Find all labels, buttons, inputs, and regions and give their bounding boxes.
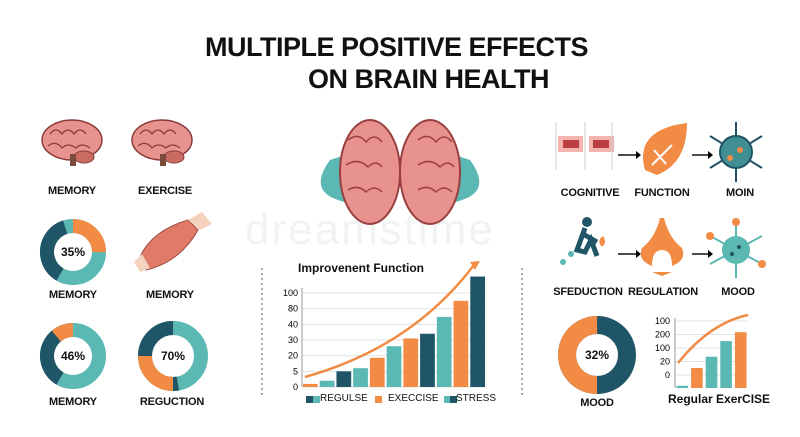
- mood-donut: [558, 316, 636, 394]
- chart-title: Regular ExerCISE: [668, 392, 771, 406]
- legend-execcise: EXECCISE: [388, 393, 439, 404]
- legend-swatch: [444, 396, 451, 403]
- bar: [319, 380, 335, 387]
- y-tick-label: 30: [288, 335, 298, 345]
- label-sfeduction: SFEDUCTION: [553, 286, 623, 298]
- label-memory: MEMORY: [146, 289, 194, 301]
- y-tick-label: 40: [288, 319, 298, 329]
- bar: [386, 346, 402, 387]
- muscle-icon: [134, 212, 212, 272]
- bar: [470, 276, 485, 387]
- y-tick-label: 0: [293, 382, 298, 392]
- y-tick-label: 100: [283, 288, 298, 298]
- brain-icon: [131, 119, 193, 167]
- label-memory: MEMORY: [49, 289, 97, 301]
- label-reguction: REGUCTION: [139, 396, 205, 408]
- y-tick-label: 80: [288, 304, 298, 314]
- label-mood: MOOD: [721, 286, 755, 298]
- legend-swatch: [450, 396, 457, 403]
- brain-icon: [41, 119, 103, 167]
- label-regulation: REGULATION: [628, 286, 698, 298]
- legend-swatch: [313, 396, 320, 403]
- donut-value: 35%: [60, 245, 86, 259]
- bar: [720, 341, 732, 388]
- regular-exercise-chart: 0 20 100 200 100: [655, 313, 749, 388]
- bar: [691, 367, 703, 388]
- bar: [453, 300, 469, 387]
- label-memory: MEMORY: [48, 185, 96, 197]
- legend-swatch: [306, 396, 313, 403]
- bar: [676, 385, 689, 388]
- label-moin: MOIN: [726, 187, 754, 199]
- central-brain-icon: [320, 119, 480, 225]
- y-tick-label: 0: [665, 370, 670, 380]
- arrow-icon: [618, 250, 641, 258]
- y-tick-label: 20: [660, 357, 670, 367]
- bar: [303, 383, 318, 387]
- improvement-chart: 0 5 20 30 40 80 100: [283, 261, 486, 403]
- y-tick-label: 200: [655, 330, 670, 340]
- arrow-icon: [692, 250, 713, 258]
- label-memory: MEMORY: [49, 396, 97, 408]
- arrow-icon: [618, 151, 641, 159]
- bar: [734, 332, 747, 388]
- arrow-head-icon: [470, 261, 480, 270]
- trend-line: [677, 313, 749, 364]
- bar: [436, 316, 452, 387]
- y-tick-label: 20: [288, 351, 298, 361]
- virus-icon: [709, 121, 763, 183]
- donut-35: [40, 219, 106, 285]
- bar: [403, 338, 419, 387]
- mood-value: 32%: [584, 348, 610, 362]
- y-tick-label: 5: [293, 366, 298, 376]
- trend-arrow: [304, 264, 475, 379]
- virus-icon: [706, 218, 766, 278]
- arrow-icon: [692, 151, 713, 159]
- neuron-icon: [640, 218, 684, 276]
- label-cognitive: COGNITIVE: [560, 187, 620, 199]
- label-function: FUNCTION: [634, 187, 690, 199]
- legend-swatch: [375, 396, 382, 403]
- title-line-2: ON BRAIN HEALTH: [308, 64, 549, 94]
- label-exercise: EXERCISE: [137, 185, 193, 197]
- donut-value: 46%: [60, 349, 86, 363]
- y-tick-label: 100: [655, 316, 670, 326]
- legend-stress: STRESS: [456, 393, 497, 404]
- bar: [420, 333, 435, 387]
- bar: [336, 371, 352, 387]
- y-tick-label: 100: [655, 343, 670, 353]
- donut-46: [40, 323, 106, 389]
- muscle-fiber-icon: [555, 122, 614, 170]
- donut-70: [138, 321, 208, 391]
- chart-title: Improvenent Function: [298, 261, 424, 275]
- legend-regulse: REGULSE: [320, 393, 368, 404]
- donut-value: 70%: [160, 349, 186, 363]
- bar: [705, 356, 718, 388]
- bar: [353, 368, 368, 387]
- runner-icon: [560, 217, 605, 265]
- bar: [369, 357, 385, 387]
- leaf-icon: [643, 123, 687, 175]
- label-mood: MOOD: [580, 397, 614, 409]
- title-line-1: MULTIPLE POSITIVE EFFECTS: [205, 32, 589, 62]
